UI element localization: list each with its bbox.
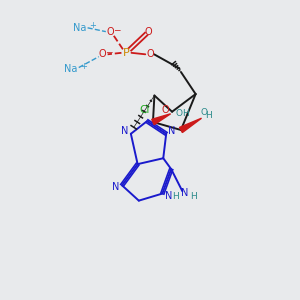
Text: H: H bbox=[205, 111, 212, 120]
Text: P: P bbox=[123, 48, 130, 58]
Text: Cl: Cl bbox=[139, 105, 149, 115]
Text: N: N bbox=[165, 191, 172, 201]
Text: O: O bbox=[145, 27, 152, 37]
Text: H: H bbox=[190, 192, 197, 201]
Text: Na: Na bbox=[73, 23, 86, 33]
Text: N: N bbox=[112, 182, 119, 192]
Text: N: N bbox=[181, 188, 188, 198]
Text: N: N bbox=[168, 126, 176, 136]
Text: H: H bbox=[172, 192, 179, 201]
Text: O: O bbox=[106, 27, 114, 37]
Text: O: O bbox=[200, 108, 207, 117]
Text: +: + bbox=[80, 62, 87, 71]
Text: O: O bbox=[98, 49, 106, 59]
Text: O: O bbox=[176, 109, 182, 118]
Text: H: H bbox=[182, 109, 189, 118]
Polygon shape bbox=[179, 118, 202, 133]
Text: −: − bbox=[113, 25, 121, 34]
Polygon shape bbox=[152, 114, 171, 125]
Text: O: O bbox=[147, 49, 154, 59]
Text: −: − bbox=[105, 47, 112, 56]
Text: Na: Na bbox=[64, 64, 77, 74]
Text: O: O bbox=[162, 105, 170, 115]
Text: +: + bbox=[89, 21, 96, 30]
Text: N: N bbox=[121, 126, 129, 136]
